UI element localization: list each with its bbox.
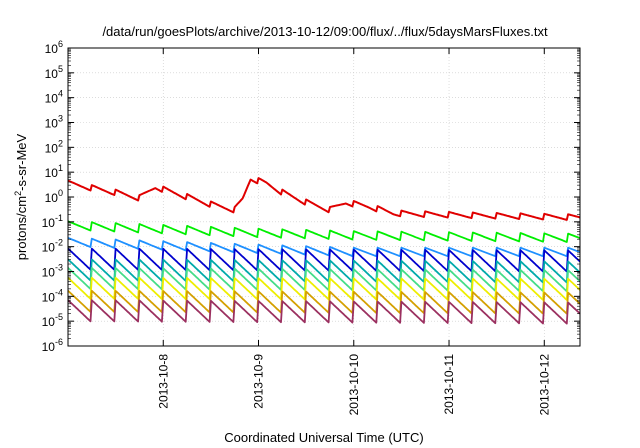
y-tick-label: 10-1 (42, 213, 63, 230)
series-line (67, 220, 581, 243)
series-line (67, 177, 581, 221)
y-tick-label: 10-6 (42, 337, 63, 354)
x-axis-label: Coordinated Universal Time (UTC) (224, 430, 423, 445)
x-tick-label: 2013-10-10 (347, 354, 361, 416)
y-tick-label: 103 (45, 114, 63, 131)
y-axis-label: protons/cm2-s-sr-MeV (13, 133, 29, 260)
series-line (67, 258, 581, 284)
series-line (67, 267, 581, 293)
series-line (67, 236, 581, 257)
series-line (67, 289, 581, 315)
x-tick-label: 2013-10-8 (156, 354, 170, 409)
y-tick-label: 10-3 (42, 263, 63, 280)
series-line (67, 299, 581, 325)
grid (68, 48, 580, 346)
x-tick-label: 2013-10-12 (537, 354, 551, 416)
y-tick-label: 105 (45, 64, 63, 81)
y-tick-label: 10-2 (42, 238, 63, 255)
y-tick-label: 101 (45, 163, 63, 180)
y-tick-label: 10-5 (42, 312, 63, 329)
series-line (67, 247, 581, 273)
y-tick-label: 104 (45, 89, 63, 106)
y-tick-label: 100 (45, 188, 63, 205)
series-line (67, 276, 581, 301)
y-tick-label: 106 (45, 39, 63, 56)
y-tick-label: 102 (45, 138, 63, 155)
x-axis: 2013-10-8 2013-10-9 2013-10-10 2013-10-11 20… (156, 48, 551, 415)
x-tick-label: 2013-10-9 (252, 354, 266, 409)
y-tick-label: 10-4 (42, 287, 63, 304)
x-tick-label: 2013-10-11 (442, 354, 456, 415)
series-lines (67, 177, 581, 325)
chart-title: /data/run/goesPlots/archive/2013-10-12/0… (102, 24, 548, 39)
